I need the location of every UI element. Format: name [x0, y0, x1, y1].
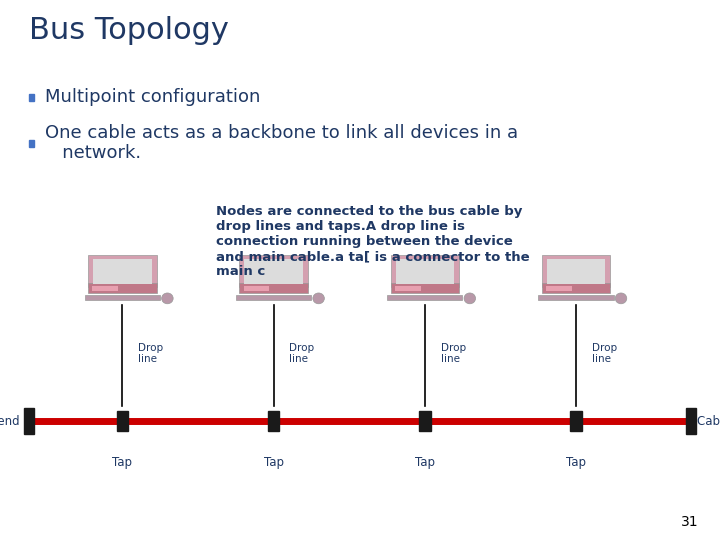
Bar — [243, 286, 269, 291]
Bar — [387, 295, 462, 300]
Bar — [117, 411, 128, 431]
Bar — [564, 286, 588, 293]
Text: 31: 31 — [681, 515, 698, 529]
Bar — [570, 411, 582, 431]
Bar — [236, 295, 311, 300]
Bar — [85, 295, 160, 300]
Text: Drop
line: Drop line — [138, 343, 163, 364]
Bar — [395, 286, 420, 291]
Text: One cable acts as a backbone to link all devices in a
   network.: One cable acts as a backbone to link all… — [45, 124, 518, 163]
Ellipse shape — [464, 293, 475, 304]
Text: Cable end: Cable end — [697, 415, 720, 428]
Bar — [542, 284, 611, 293]
Ellipse shape — [615, 293, 626, 304]
Bar — [542, 255, 611, 287]
Bar — [419, 411, 431, 431]
Bar — [110, 286, 135, 293]
Text: Bus Topology: Bus Topology — [29, 16, 229, 45]
Text: Multipoint configuration: Multipoint configuration — [45, 88, 261, 106]
Bar — [245, 259, 303, 284]
Text: Drop
line: Drop line — [592, 343, 617, 364]
Bar — [547, 259, 605, 284]
Text: Drop
line: Drop line — [441, 343, 466, 364]
Bar — [539, 295, 613, 300]
Bar — [261, 286, 286, 293]
Bar — [29, 139, 34, 146]
Bar — [239, 284, 307, 293]
Bar — [24, 408, 35, 434]
Bar — [268, 411, 279, 431]
Text: Tap: Tap — [112, 456, 132, 469]
Bar — [390, 284, 459, 293]
Text: Cable end: Cable end — [0, 415, 19, 428]
Bar — [396, 259, 454, 284]
Bar — [92, 286, 118, 291]
Text: Tap: Tap — [264, 456, 284, 469]
Bar — [390, 255, 459, 287]
Text: Drop
line: Drop line — [289, 343, 315, 364]
Bar — [89, 284, 157, 293]
Bar — [685, 408, 696, 434]
Text: Nodes are connected to the bus cable by
drop lines and taps.A drop line is
conne: Nodes are connected to the bus cable by … — [216, 205, 530, 278]
Bar — [546, 286, 572, 291]
Ellipse shape — [313, 293, 324, 304]
Bar — [413, 286, 437, 293]
Bar — [29, 94, 34, 100]
Ellipse shape — [162, 293, 174, 304]
Bar — [89, 255, 157, 287]
Text: Tap: Tap — [566, 456, 586, 469]
Text: Tap: Tap — [415, 456, 435, 469]
Bar — [94, 259, 152, 284]
Bar — [239, 255, 307, 287]
